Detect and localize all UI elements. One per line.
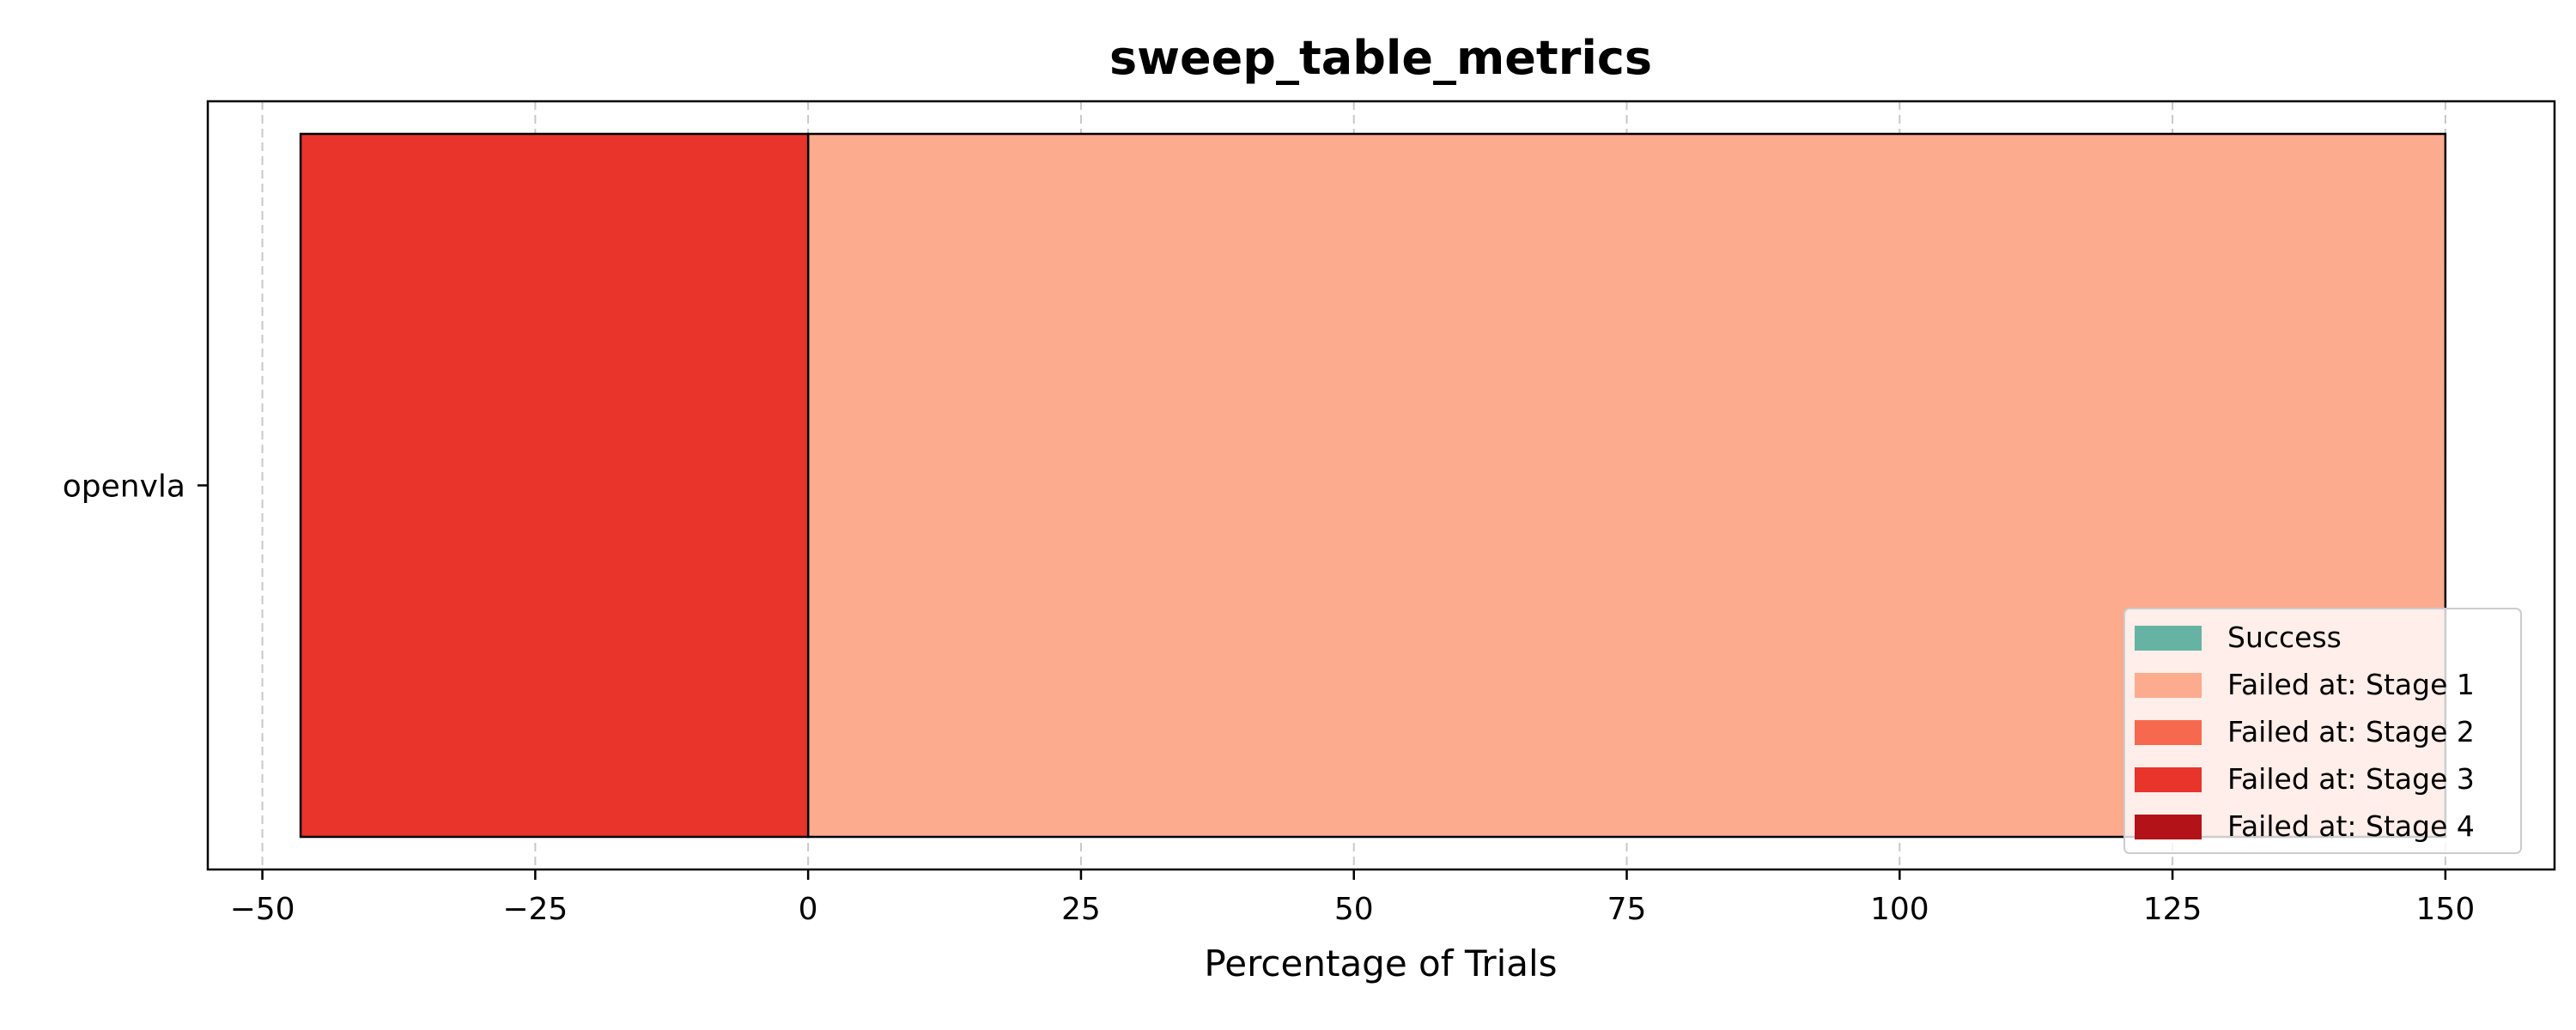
legend-label: Failed at: Stage 1	[2227, 668, 2475, 701]
x-tick-label: 100	[1870, 892, 1929, 927]
x-ticks: −50 −25 0 25 50 75 100 125 150	[230, 869, 2476, 927]
bar-segment	[299, 132, 810, 839]
legend-label: Failed at: Stage 2	[2227, 715, 2475, 748]
x-tick-label: 0	[799, 892, 818, 927]
x-axis-label: Percentage of Trials	[1204, 942, 1557, 985]
legend-swatch	[2135, 626, 2202, 651]
legend-swatch	[2135, 815, 2202, 839]
x-tick-label: 25	[1061, 892, 1101, 927]
legend-label: Success	[2227, 621, 2342, 654]
x-tick-label: 50	[1334, 892, 1374, 927]
legend-swatch	[2135, 720, 2202, 745]
legend-swatch	[2135, 767, 2202, 792]
x-tick-label: −50	[230, 892, 295, 927]
legend: Success Failed at: Stage 1 Failed at: Stag…	[2123, 608, 2522, 854]
y-tick-label: openvla	[63, 470, 185, 505]
legend-box	[2123, 608, 2522, 854]
x-tick-label: 125	[2143, 892, 2202, 927]
x-tick-label: −25	[502, 892, 568, 927]
legend-label: Failed at: Stage 3	[2227, 762, 2475, 796]
chart-title: sweep_table_metrics	[1109, 31, 1652, 85]
legend-label: Failed at: Stage 4	[2227, 809, 2475, 843]
x-tick-label: 75	[1607, 892, 1647, 927]
legend-swatch	[2135, 673, 2202, 698]
x-tick-label: 150	[2416, 892, 2476, 927]
y-ticks: openvla	[63, 470, 208, 505]
